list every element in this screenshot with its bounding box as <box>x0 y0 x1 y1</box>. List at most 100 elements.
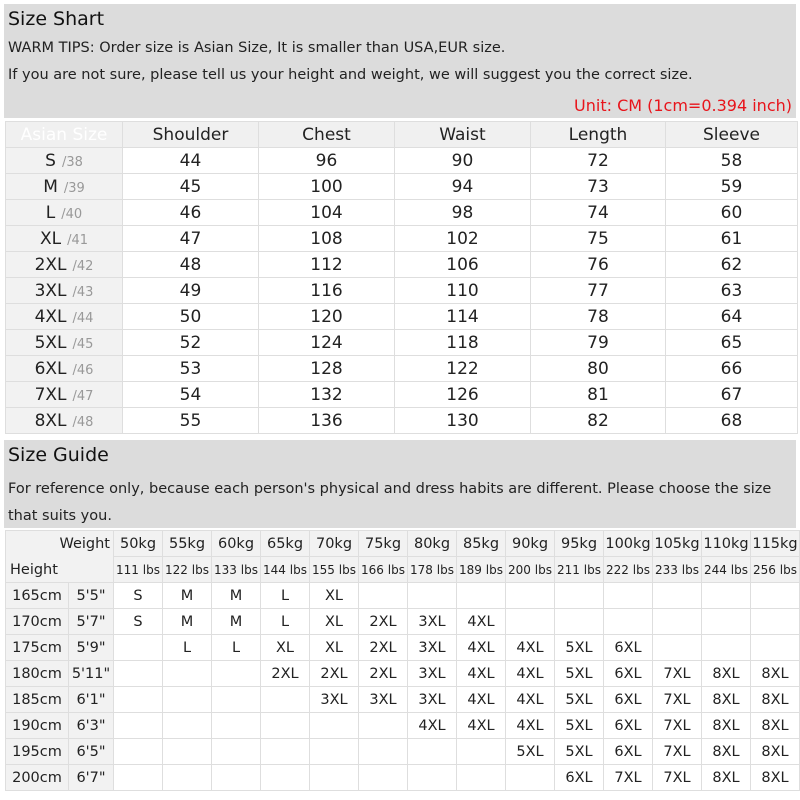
size-recommendation-cell: L <box>211 634 261 661</box>
size-label: L <box>45 202 56 223</box>
table-row: 175cm 5'9" L L XL XL 2XL 3XL 4XL 4XL 5XL 6XL <box>5 634 800 661</box>
size-recommendation-cell: XL <box>309 634 359 661</box>
weight-lbs-cell: 211 lbs <box>554 556 604 583</box>
table-row: 8XL/48 55 136 130 82 68 <box>5 407 798 434</box>
size-recommendation-cell: 6XL <box>603 738 653 765</box>
size-recommendation-cell: 5XL <box>554 738 604 765</box>
size-recommendation-cell <box>260 738 310 765</box>
weight-lbs-cell: 178 lbs <box>407 556 457 583</box>
size-recommendation-cell <box>358 582 408 609</box>
measurement-cell: 45 <box>122 173 259 200</box>
measurement-cell: 62 <box>665 251 798 278</box>
size-recommendation-cell <box>652 608 702 635</box>
size-recommendation-cell: 4XL <box>456 608 506 635</box>
weight-kg-cell: 80kg <box>407 530 457 557</box>
size-recommendation-cell <box>652 582 702 609</box>
size-recommendation-cell <box>456 738 506 765</box>
measurement-cell: 106 <box>394 251 531 278</box>
weight-label: Weight <box>59 536 110 552</box>
measurement-cell: 55 <box>122 407 259 434</box>
measurement-cell: 46 <box>122 199 259 226</box>
table-row: 2XL/42 48 112 106 76 62 <box>5 251 798 278</box>
weight-kg-cell: 105kg <box>652 530 702 557</box>
weight-kg-cell: 100kg <box>603 530 653 557</box>
size-recommendation-cell <box>113 764 163 791</box>
size-recommendation-cell <box>603 608 653 635</box>
size-recommendation-cell <box>407 738 457 765</box>
size-label: 7XL <box>34 384 67 405</box>
eu-size-label: /40 <box>61 206 83 222</box>
measurement-cell: 75 <box>530 225 666 252</box>
size-recommendation-cell: 4XL <box>456 712 506 739</box>
table-row: 180cm 5'11" 2XL 2XL 2XL 3XL 4XL 4XL 5XL 6XL 7XL 8XL… <box>5 660 800 687</box>
size-recommendation-cell: 3XL <box>407 660 457 687</box>
size-recommendation-cell <box>211 738 261 765</box>
weight-kg-cell: 50kg <box>113 530 163 557</box>
size-recommendation-cell <box>505 582 555 609</box>
measurement-cell: 54 <box>122 381 259 408</box>
measurement-cell: 76 <box>530 251 666 278</box>
weight-kg-cell: 70kg <box>309 530 359 557</box>
size-recommendation-cell <box>260 712 310 739</box>
size-recommendation-cell: 8XL <box>701 660 751 687</box>
size-chart-title: Size Shart <box>8 8 105 30</box>
size-label: 2XL <box>34 254 67 275</box>
measurement-cell: 126 <box>394 381 531 408</box>
weight-kg-cell: 115kg <box>750 530 800 557</box>
height-ft-cell: 5'11" <box>68 660 114 687</box>
size-recommendation-cell: 7XL <box>652 712 702 739</box>
size-recommendation-cell <box>505 764 555 791</box>
measurement-cell: 98 <box>394 199 531 226</box>
size-recommendation-cell <box>701 634 751 661</box>
measurement-cell: 104 <box>258 199 395 226</box>
height-cm-cell: 175cm <box>5 634 69 661</box>
size-recommendation-cell: 2XL <box>260 660 310 687</box>
measurement-cell: 68 <box>665 407 798 434</box>
size-recommendation-cell <box>652 634 702 661</box>
size-recommendation-cell <box>456 582 506 609</box>
size-recommendation-cell <box>162 712 212 739</box>
weight-lbs-cell: 133 lbs <box>211 556 261 583</box>
height-ft-cell: 6'5" <box>68 738 114 765</box>
table-row: 200cm 6'7" 6XL 7XL 7XL 8XL 8XL <box>5 764 800 791</box>
size-recommendation-cell: 2XL <box>358 608 408 635</box>
measurement-cell: 77 <box>530 277 666 304</box>
size-recommendation-cell <box>162 686 212 713</box>
size-recommendation-cell <box>309 764 359 791</box>
measurement-cell: 67 <box>665 381 798 408</box>
height-ft-cell: 5'7" <box>68 608 114 635</box>
measurement-cell: 49 <box>122 277 259 304</box>
size-recommendation-cell: 6XL <box>603 634 653 661</box>
size-label: M <box>43 176 58 197</box>
height-cm-cell: 185cm <box>5 686 69 713</box>
size-label: 3XL <box>34 280 67 301</box>
weight-kg-cell: 60kg <box>211 530 261 557</box>
table-row: 7XL/47 54 132 126 81 67 <box>5 381 798 408</box>
height-ft-cell: 6'7" <box>68 764 114 791</box>
suggest-tip: If you are not sure, please tell us your… <box>8 67 693 83</box>
table-row: 165cm 5'5" S M M L XL <box>5 582 800 609</box>
eu-size-label: /47 <box>72 388 94 404</box>
unit-label: Unit: CM (1cm=0.394 inch) <box>574 96 792 115</box>
weight-kg-row: Weight Height 50kg 55kg 60kg 65kg 70kg 75kg 80kg… <box>5 530 800 583</box>
size-cell: 4XL/44 <box>5 303 123 330</box>
size-guide-table: Weight Height 50kg 55kg 60kg 65kg 70kg 75kg 80kg… <box>5 530 800 791</box>
size-cell: XL/41 <box>5 225 123 252</box>
measurement-cell: 44 <box>122 147 259 174</box>
size-recommendation-cell: 8XL <box>750 764 800 791</box>
size-cell: 3XL/43 <box>5 277 123 304</box>
measurement-cell: 100 <box>258 173 395 200</box>
size-recommendation-cell: XL <box>309 608 359 635</box>
size-recommendation-cell: XL <box>260 634 310 661</box>
size-recommendation-cell <box>211 686 261 713</box>
size-chart-header-row: Asian Size Shoulder Chest Waist Length Sleeve <box>5 121 798 148</box>
height-ft-cell: 5'9" <box>68 634 114 661</box>
size-recommendation-cell: 8XL <box>750 686 800 713</box>
size-recommendation-cell: 7XL <box>652 764 702 791</box>
table-row: S/38 44 96 90 72 58 <box>5 147 798 174</box>
size-guide-header: Size Guide For reference only, because e… <box>4 440 796 528</box>
size-recommendation-cell <box>750 634 800 661</box>
size-recommendation-cell <box>750 582 800 609</box>
measurement-cell: 80 <box>530 355 666 382</box>
column-header: Asian Size <box>5 121 123 148</box>
